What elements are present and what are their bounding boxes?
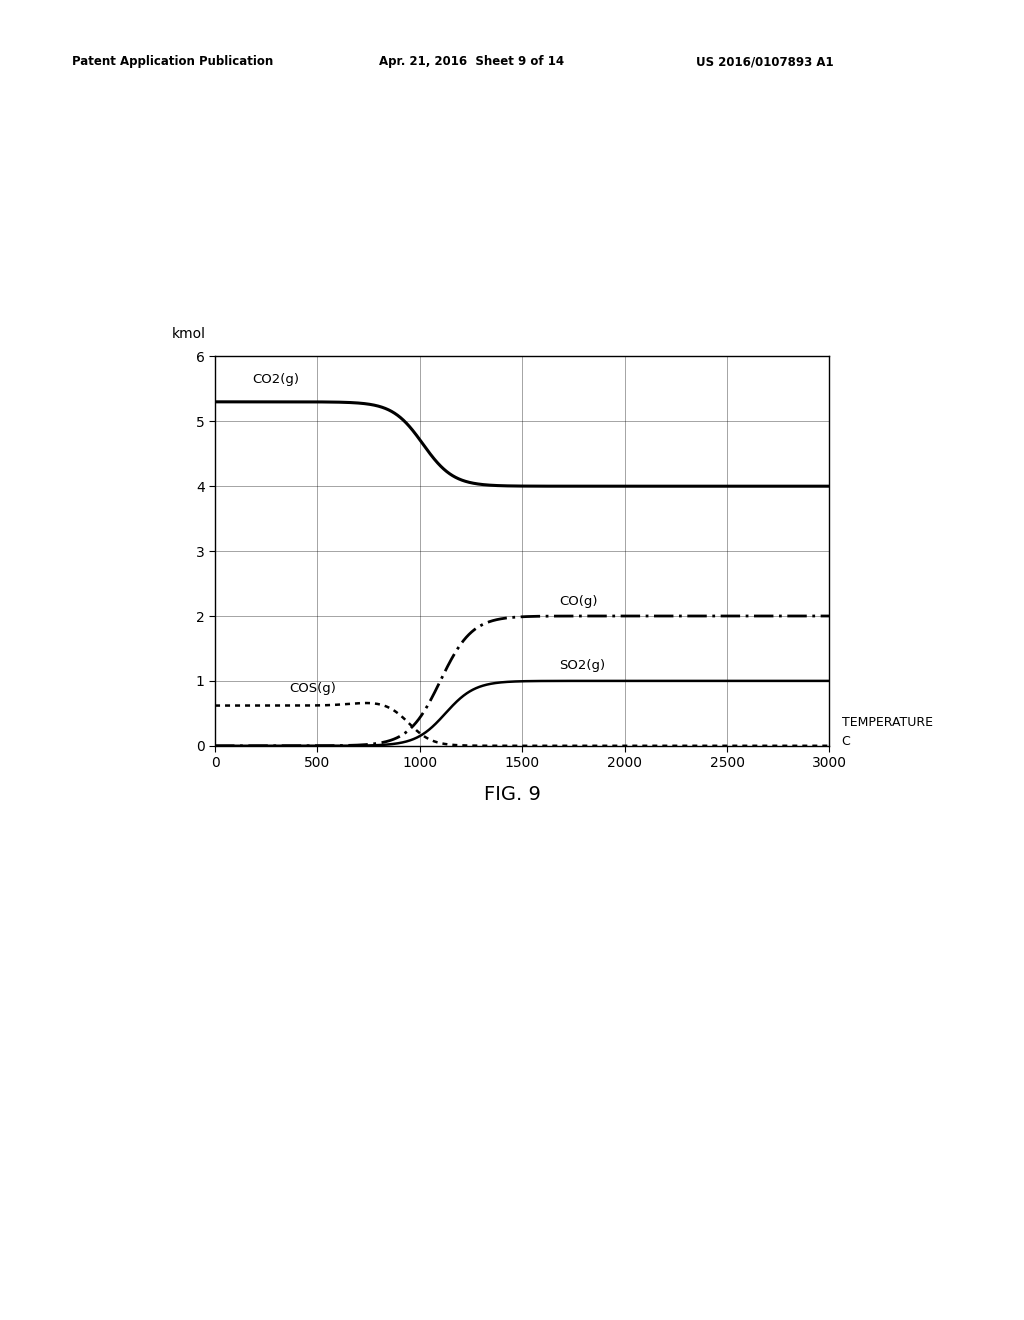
Text: C: C: [842, 735, 851, 748]
Text: CO(g): CO(g): [559, 594, 598, 607]
Text: Apr. 21, 2016  Sheet 9 of 14: Apr. 21, 2016 Sheet 9 of 14: [379, 55, 564, 69]
Text: COS(g): COS(g): [289, 682, 336, 696]
Text: TEMPERATURE: TEMPERATURE: [842, 715, 933, 729]
Text: SO2(g): SO2(g): [559, 660, 605, 672]
Text: Patent Application Publication: Patent Application Publication: [72, 55, 273, 69]
Text: FIG. 9: FIG. 9: [483, 785, 541, 804]
Text: kmol: kmol: [172, 327, 206, 341]
Text: US 2016/0107893 A1: US 2016/0107893 A1: [696, 55, 834, 69]
Text: CO2(g): CO2(g): [252, 372, 299, 385]
